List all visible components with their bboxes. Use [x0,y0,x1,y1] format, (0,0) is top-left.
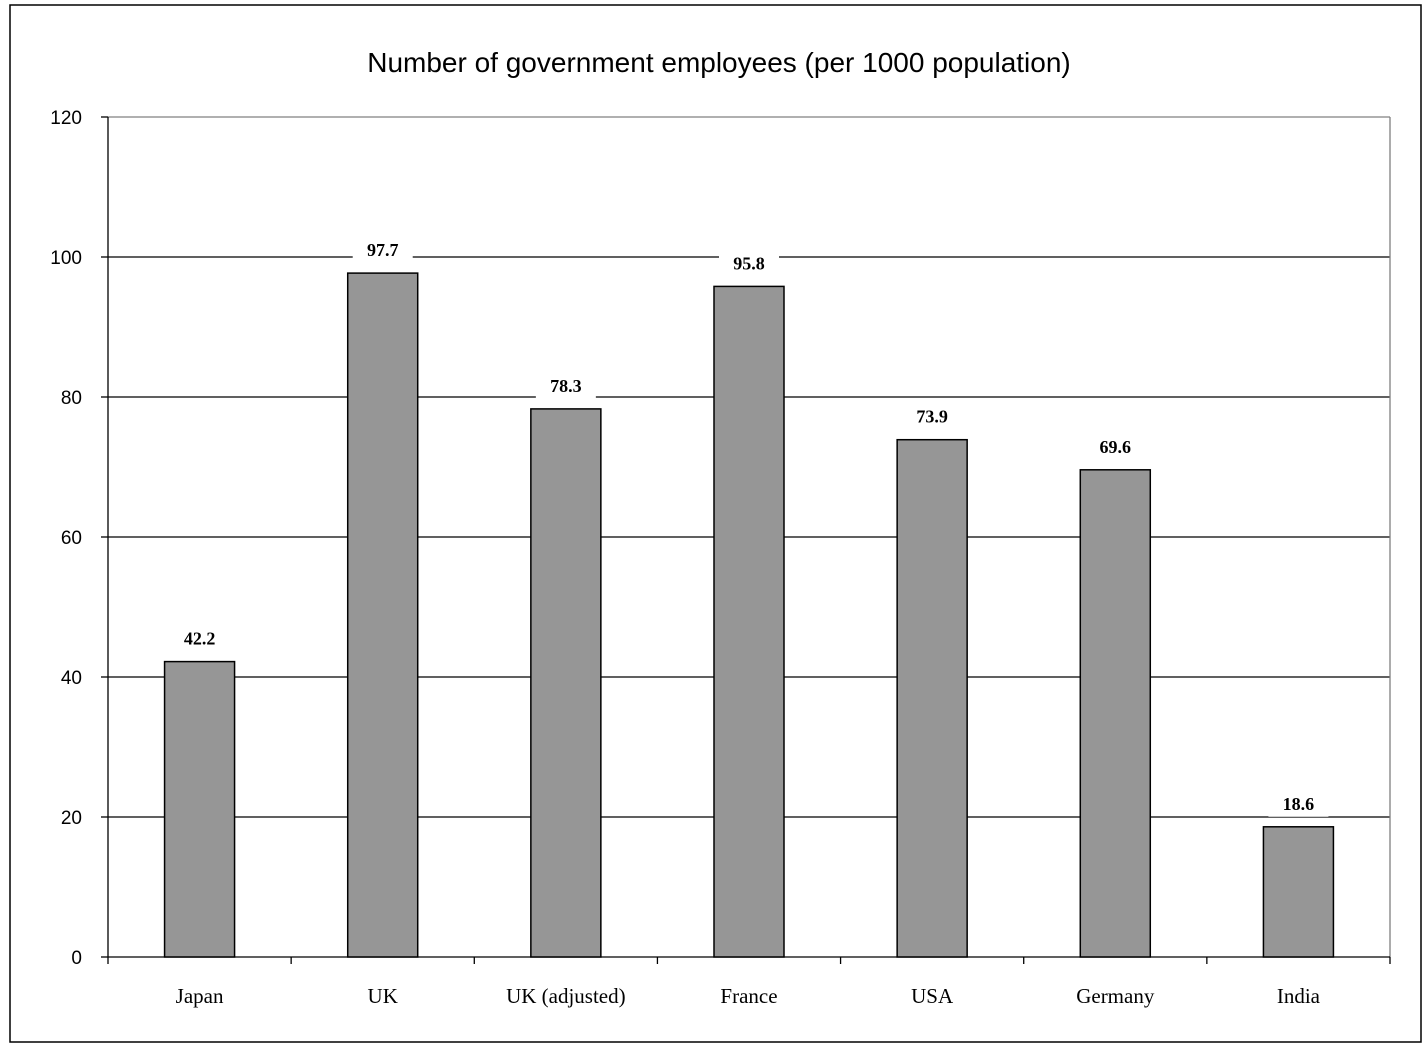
bars [163,272,1335,958]
value-label: 95.8 [733,253,765,273]
bar-japan [163,660,236,958]
value-label-background [535,376,596,399]
value-label-background [902,407,963,430]
value-label: 78.3 [550,376,582,396]
x-tick-label: India [1277,984,1321,1008]
value-label-background [719,254,779,277]
chart-title: Number of government employees (per 1000… [367,47,1071,78]
y-tick-label: 60 [61,528,82,549]
bar-germany [1079,469,1152,958]
y-tick-label: 20 [61,808,82,829]
value-label: 18.6 [1283,794,1315,814]
labels: 42.2 Japan 97.7 UK 78.3 UK (adjusted) 95.8 Fran… [169,240,1329,1008]
bar-india [1262,826,1335,958]
y-tick-label: 40 [61,668,82,689]
value-label-background [1268,794,1329,817]
bar-uk [346,272,419,958]
x-tick-label: UK (adjusted) [506,984,626,1008]
bar-usa [896,438,968,958]
y-tick-label: 0 [71,948,82,969]
value-label-background [352,241,413,264]
value-label-background [1085,437,1146,460]
y-tick-label: 100 [50,248,82,269]
value-label: 73.9 [916,407,948,427]
bar-france [713,285,785,958]
bar-uk-adjusted [530,408,602,958]
x-tick-label: UK [368,984,398,1008]
x-tick-label: France [720,984,777,1008]
y-tick-label: 80 [61,388,82,409]
value-label: 42.2 [184,629,216,649]
value-label: 97.7 [367,240,399,260]
x-tick-label: Germany [1076,984,1155,1008]
value-label: 69.6 [1100,437,1132,457]
plot-area [108,116,1391,957]
x-tick-label: Japan [176,984,224,1008]
x-tick-label: USA [911,984,954,1008]
y-tick-label: 120 [50,108,82,129]
value-label-background [169,629,230,652]
